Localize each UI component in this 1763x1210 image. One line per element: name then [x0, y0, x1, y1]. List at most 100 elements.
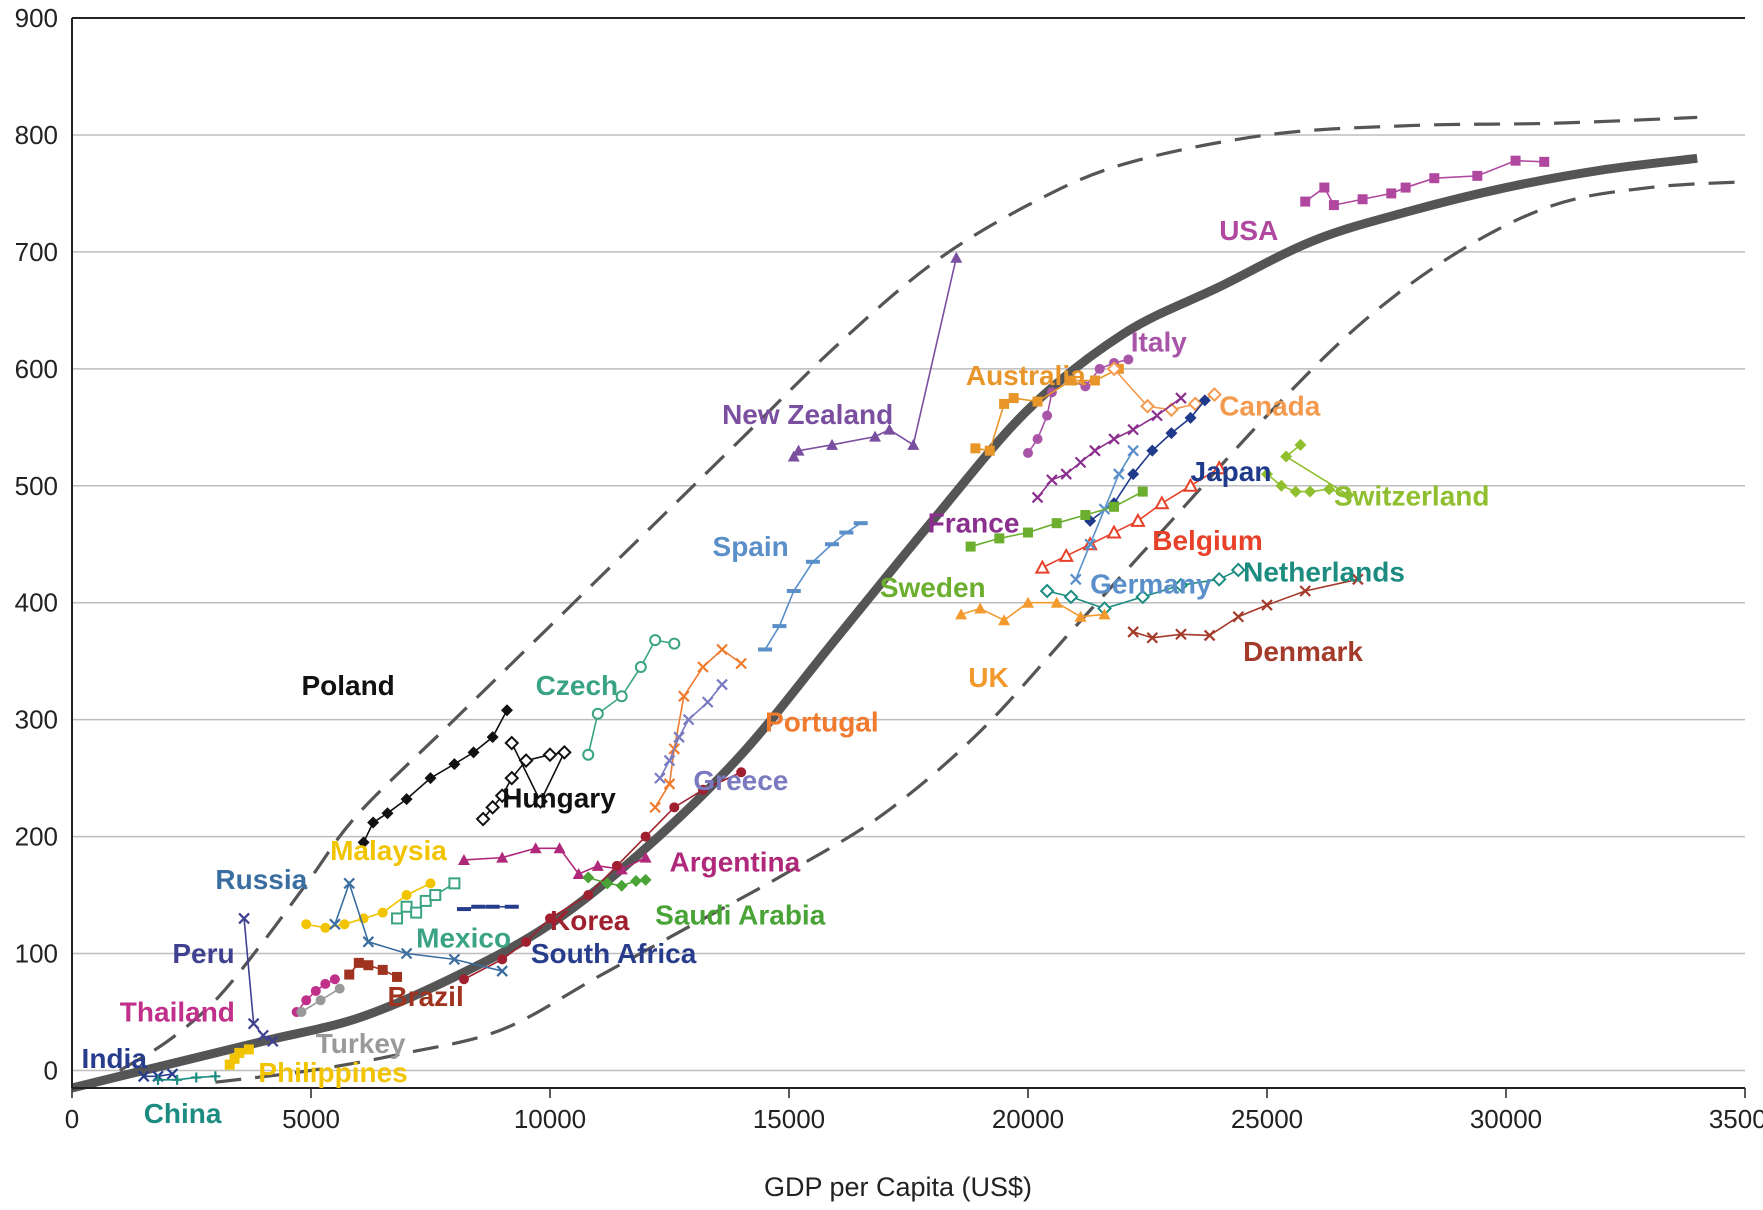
- data-point-korea: [458, 974, 469, 985]
- data-point-thailand: [329, 974, 340, 985]
- data-point-czech: [634, 661, 647, 674]
- country-label-malaysia: Malaysia: [330, 835, 447, 866]
- country-label-hungary: Hungary: [502, 782, 616, 813]
- data-point-spain: [786, 589, 801, 594]
- data-point-uk: [1098, 608, 1111, 620]
- data-point-peru: [247, 1017, 260, 1030]
- data-point-france: [1089, 444, 1101, 457]
- data-point-india: [137, 1070, 150, 1083]
- series-line-denmark: [1132, 578, 1358, 639]
- data-point-hungary: [475, 811, 491, 827]
- series-belgium: [1034, 460, 1227, 574]
- country-label-poland: Poland: [301, 670, 394, 701]
- country-label-korea: Korea: [550, 905, 630, 936]
- x-tick-label-20000: 20000: [992, 1104, 1064, 1134]
- data-point-netherlands: [1173, 577, 1189, 593]
- data-point-spain: [825, 542, 840, 547]
- data-point-brazil: [377, 964, 388, 975]
- y-tick-label-700: 700: [15, 237, 58, 267]
- series-line-usa: [1304, 159, 1545, 207]
- series-line-korea: [463, 771, 742, 980]
- series-netherlands: [1039, 562, 1246, 616]
- data-point-france: [1060, 468, 1073, 480]
- data-point-thailand: [301, 995, 312, 1006]
- data-point-saudi-arabia: [601, 877, 614, 890]
- country-label-portugal: Portugal: [765, 706, 879, 737]
- axes: 0 100 200 300 400 500 600 700 800 900 0 5000 10000 15…: [15, 3, 1763, 1134]
- data-point-germany: [1127, 444, 1139, 457]
- data-point-greece: [673, 731, 685, 743]
- x-tick-label-25000: 25000: [1231, 1104, 1303, 1134]
- y-tick-label-500: 500: [15, 471, 58, 501]
- data-point-belgium: [1130, 512, 1146, 527]
- data-point-japan: [1198, 394, 1211, 407]
- data-point-china: [172, 1074, 183, 1085]
- series-czech: [582, 634, 681, 761]
- data-point-uk: [1022, 596, 1034, 608]
- data-point-denmark: [1261, 599, 1273, 611]
- data-point-new-zealand: [869, 430, 882, 442]
- data-point-uk: [974, 602, 987, 614]
- data-point-brazil: [344, 969, 355, 980]
- data-point-japan: [1184, 411, 1197, 424]
- data-point-poland: [448, 758, 461, 771]
- data-point-sweden: [1051, 518, 1062, 529]
- data-point-germany: [1084, 538, 1096, 551]
- y-tick-label-100: 100: [15, 939, 58, 969]
- data-point-argentina: [591, 859, 604, 871]
- data-point-new-zealand: [907, 438, 920, 450]
- data-point-italy: [1080, 381, 1091, 392]
- series-line-south-africa: [463, 905, 512, 910]
- data-point-australia: [1089, 375, 1100, 386]
- data-point-turkey: [334, 983, 345, 994]
- data-point-uk: [998, 614, 1011, 626]
- data-point-portugal: [678, 690, 690, 703]
- data-point-australia: [1066, 375, 1077, 386]
- data-point-australia: [970, 443, 981, 454]
- data-point-mexico: [419, 894, 432, 907]
- series-line-russia: [334, 880, 503, 972]
- data-point-new-zealand: [787, 450, 800, 462]
- series-mexico: [391, 877, 461, 925]
- data-point-korea: [640, 831, 651, 842]
- data-point-netherlands: [1039, 583, 1055, 599]
- series-brazil: [344, 957, 403, 982]
- data-point-argentina: [572, 868, 585, 879]
- data-point-south-africa: [504, 904, 519, 909]
- data-point-portugal: [697, 661, 709, 673]
- data-point-switzerland: [1289, 485, 1302, 498]
- country-label-canada: Canada: [1219, 391, 1321, 422]
- series-france: [1031, 392, 1187, 504]
- data-point-france: [1175, 392, 1187, 404]
- data-point-china: [153, 1074, 164, 1085]
- data-point-malaysia: [320, 922, 331, 933]
- data-point-sweden: [1109, 501, 1120, 512]
- data-point-philippines: [234, 1047, 245, 1058]
- series-hungary: [475, 735, 572, 827]
- data-point-uk: [1050, 596, 1063, 608]
- data-point-greece: [663, 754, 676, 767]
- data-point-peru: [266, 1035, 279, 1047]
- data-point-hungary: [533, 794, 548, 809]
- data-point-poland: [357, 836, 370, 849]
- data-point-portugal: [735, 657, 747, 670]
- data-point-poland: [381, 807, 394, 820]
- country-label-switzerland: Switzerland: [1334, 481, 1490, 512]
- series-denmark: [1127, 573, 1364, 644]
- series-peru: [238, 912, 279, 1047]
- country-label-brazil: Brazil: [387, 981, 463, 1012]
- data-point-greece: [654, 772, 666, 784]
- data-point-sweden: [1023, 527, 1033, 538]
- data-point-denmark: [1127, 626, 1139, 638]
- x-tick-label-10000: 10000: [514, 1104, 586, 1134]
- data-point-korea: [545, 913, 555, 924]
- data-point-belgium: [1034, 559, 1051, 574]
- data-point-new-zealand: [883, 423, 896, 435]
- data-point-hungary: [485, 799, 501, 815]
- data-point-france: [1046, 474, 1058, 486]
- data-point-belgium: [1182, 477, 1199, 492]
- data-point-japan: [1127, 468, 1140, 481]
- x-tick-label-35000: 35000: [1709, 1104, 1763, 1134]
- y-tick-label-600: 600: [15, 354, 58, 384]
